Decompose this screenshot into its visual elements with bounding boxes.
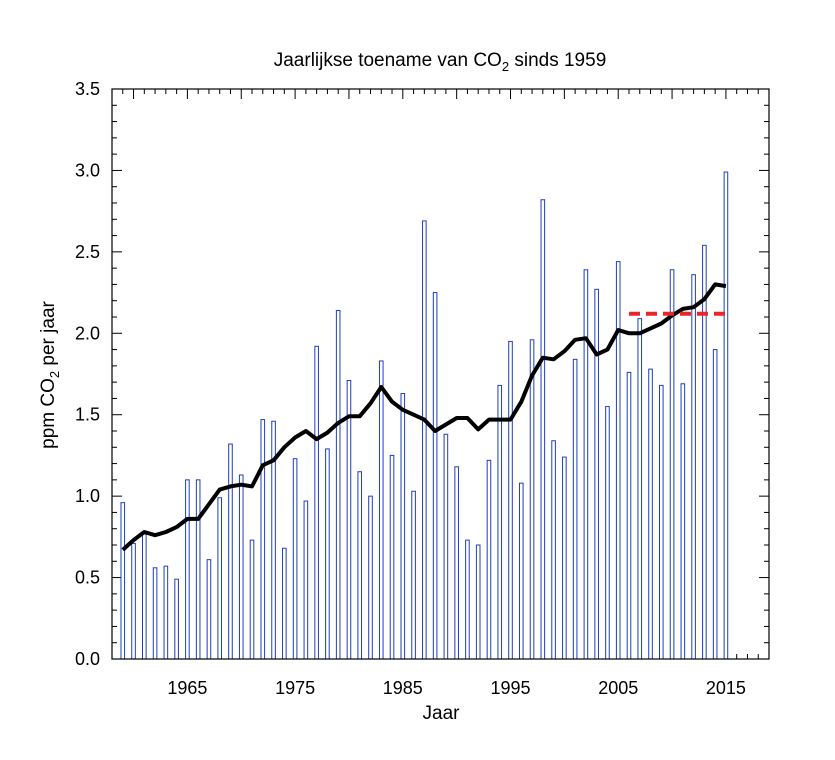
bar — [465, 539, 470, 660]
bar — [174, 578, 179, 660]
bar — [195, 479, 201, 660]
bar — [314, 345, 319, 660]
bar — [238, 474, 244, 660]
bar — [497, 384, 503, 660]
x-axis-label: Jaar — [423, 703, 461, 724]
y-tick-label: 3.0 — [75, 160, 100, 180]
bar — [712, 349, 718, 660]
tick-labels: 1965 1975 1985 1995 2005 2015 0.0 0.5 1.0 1.5 2.0 2… — [75, 79, 746, 698]
bar — [400, 393, 406, 660]
y-tick-label: 0.5 — [75, 568, 100, 588]
bar — [120, 502, 126, 660]
bar — [206, 559, 212, 660]
x-tick-label: 2005 — [598, 678, 638, 698]
bar — [163, 565, 169, 660]
bar — [529, 339, 535, 660]
bar — [486, 459, 492, 660]
bar — [637, 318, 643, 660]
y-tick-label: 2.5 — [75, 242, 100, 262]
bar — [508, 340, 513, 660]
bar — [615, 261, 621, 660]
plot-frame — [111, 88, 770, 660]
y-tick-label: 1.5 — [75, 405, 100, 425]
bar — [422, 220, 427, 660]
bar — [723, 171, 729, 660]
bar — [518, 482, 524, 660]
y-tick-label: 1.0 — [75, 486, 100, 506]
x-tick-label: 1995 — [490, 678, 530, 698]
bar — [648, 368, 653, 660]
bar — [702, 244, 707, 660]
bar — [368, 495, 373, 660]
bar — [411, 490, 416, 660]
bar — [217, 497, 223, 660]
bar — [572, 358, 578, 660]
x-tick-label: 2015 — [706, 678, 746, 698]
bar — [680, 383, 686, 660]
bar — [691, 274, 696, 660]
bar — [389, 454, 395, 660]
y-tick-label: 2.0 — [75, 323, 100, 343]
x-tick-label: 1975 — [275, 678, 315, 698]
bar — [562, 456, 567, 660]
bar — [658, 384, 664, 660]
bar — [249, 539, 255, 660]
bar — [282, 547, 287, 660]
lines — [121, 282, 727, 552]
bar — [432, 292, 438, 660]
chart-title: Jaarlijkse toename van CO2 sinds 1959 — [274, 50, 607, 74]
bar — [142, 531, 147, 660]
bar — [292, 458, 298, 660]
bar — [131, 542, 136, 660]
bar — [357, 471, 363, 660]
bar — [228, 443, 233, 660]
bar — [454, 466, 459, 660]
mean-line — [121, 282, 727, 552]
bar — [443, 433, 449, 660]
bars — [120, 171, 729, 660]
bar — [540, 199, 546, 660]
y-axis-label: ppm CO2 per jaar — [38, 300, 62, 448]
x-tick-label: 1965 — [167, 678, 207, 698]
x-tick-label: 1985 — [383, 678, 423, 698]
bar — [594, 288, 599, 660]
bar — [475, 544, 481, 660]
bar — [378, 360, 384, 660]
bar — [335, 309, 341, 660]
bar — [260, 419, 266, 660]
y-tick-label: 3.5 — [75, 79, 100, 99]
bar — [583, 269, 589, 660]
y-tick-label: 0.0 — [75, 649, 100, 669]
bar — [325, 448, 330, 660]
bar — [551, 440, 556, 660]
bar — [303, 500, 309, 660]
bar — [152, 567, 158, 660]
bar — [669, 269, 675, 660]
bar — [346, 380, 352, 660]
bar — [626, 371, 632, 660]
bar — [185, 479, 190, 660]
bar — [605, 406, 610, 660]
